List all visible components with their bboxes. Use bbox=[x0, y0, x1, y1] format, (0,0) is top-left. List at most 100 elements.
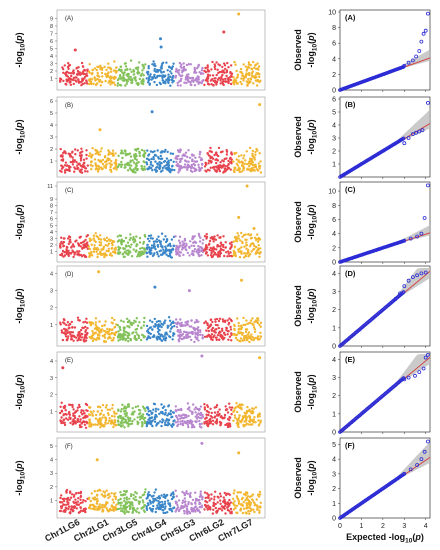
snp-point bbox=[256, 493, 260, 496]
qq-y-label-line1: Observed bbox=[293, 116, 303, 158]
snp-point bbox=[125, 496, 128, 499]
snp-point bbox=[245, 72, 248, 75]
y-tick-label: 2 bbox=[332, 393, 336, 400]
snp-point bbox=[246, 506, 249, 510]
snp-point bbox=[229, 507, 233, 511]
snp-point bbox=[62, 499, 66, 503]
snp-point bbox=[72, 159, 75, 162]
snp-point bbox=[216, 501, 219, 504]
snp-point bbox=[234, 506, 237, 510]
snp-point bbox=[200, 72, 203, 75]
snp-point bbox=[181, 248, 184, 251]
snp-point bbox=[188, 246, 191, 249]
snp-point bbox=[251, 74, 254, 77]
snp-point bbox=[221, 69, 224, 72]
snp-point bbox=[149, 73, 152, 76]
snp-point bbox=[111, 149, 115, 152]
snp-point bbox=[108, 417, 111, 420]
snp-point bbox=[146, 406, 149, 409]
snp-point bbox=[225, 326, 228, 330]
snp-point bbox=[193, 408, 196, 411]
snp-point bbox=[117, 330, 120, 333]
snp-point bbox=[69, 72, 73, 75]
snp-point bbox=[114, 164, 118, 168]
snp-point bbox=[88, 418, 91, 421]
snp-point bbox=[94, 498, 97, 501]
snp-point bbox=[107, 62, 110, 65]
snp-point bbox=[117, 420, 120, 423]
snp-point bbox=[226, 418, 230, 421]
snp-point bbox=[156, 149, 159, 152]
snp-point bbox=[117, 409, 120, 412]
snp-point bbox=[194, 510, 197, 513]
snp-point bbox=[88, 321, 91, 324]
snp-point bbox=[237, 234, 240, 237]
snp-point bbox=[60, 252, 64, 255]
snp-point bbox=[83, 420, 86, 424]
snp-point bbox=[235, 162, 238, 165]
snp-point bbox=[255, 498, 258, 501]
snp-point bbox=[175, 244, 178, 248]
snp-point bbox=[212, 336, 215, 339]
snp-point bbox=[101, 506, 104, 509]
snp-point bbox=[178, 61, 181, 65]
snp-point bbox=[219, 249, 222, 253]
snp-point bbox=[166, 499, 170, 502]
snp-point bbox=[245, 168, 249, 171]
snp-point bbox=[77, 244, 81, 247]
snp-point bbox=[70, 507, 73, 510]
snp-point bbox=[99, 68, 102, 71]
snp-point bbox=[257, 244, 260, 247]
snp-point bbox=[103, 254, 106, 257]
snp-point bbox=[195, 499, 198, 502]
snp-point bbox=[220, 166, 223, 169]
snp-point bbox=[184, 69, 187, 72]
snp-point bbox=[112, 336, 115, 340]
snp-point bbox=[248, 495, 252, 499]
snp-point bbox=[140, 165, 144, 168]
y-tick-label: 2 bbox=[50, 243, 53, 249]
snp-point bbox=[105, 404, 108, 407]
snp-point bbox=[96, 246, 99, 250]
qq-tail-point bbox=[402, 471, 407, 476]
snp-point bbox=[117, 336, 120, 339]
snp-point bbox=[251, 70, 254, 73]
snp-point bbox=[164, 408, 167, 412]
snp-point bbox=[106, 337, 110, 340]
snp-point bbox=[187, 335, 190, 338]
snp-point bbox=[91, 507, 94, 510]
snp-point bbox=[194, 420, 197, 423]
snp-point bbox=[213, 495, 216, 498]
snp-point bbox=[59, 420, 63, 423]
snp-point bbox=[190, 325, 193, 328]
snp-point bbox=[79, 494, 83, 498]
snp-point bbox=[178, 168, 181, 171]
snp-point bbox=[158, 412, 161, 416]
x-tick-label: 0 bbox=[338, 523, 342, 530]
snp-point bbox=[61, 249, 65, 253]
snp-point bbox=[167, 73, 170, 76]
snp-point bbox=[111, 250, 115, 254]
snp-point bbox=[66, 498, 69, 501]
snp-point bbox=[164, 80, 167, 84]
qq-frame bbox=[339, 351, 431, 433]
snp-point bbox=[143, 491, 147, 494]
snp-point bbox=[254, 165, 257, 169]
snp-point bbox=[239, 324, 243, 327]
snp-point bbox=[146, 247, 149, 251]
snp-point bbox=[95, 167, 98, 170]
snp-point bbox=[153, 491, 156, 494]
snp-point bbox=[177, 414, 181, 417]
snp-point bbox=[175, 67, 178, 71]
snp-point bbox=[153, 242, 156, 246]
snp-point bbox=[244, 491, 248, 494]
snp-point bbox=[174, 405, 177, 408]
snp-point bbox=[167, 77, 170, 80]
snp-point bbox=[220, 75, 223, 78]
snp-point bbox=[179, 164, 182, 168]
snp-point bbox=[132, 497, 135, 500]
snp-point bbox=[216, 414, 219, 417]
snp-point bbox=[108, 162, 111, 165]
snp-point bbox=[60, 240, 63, 244]
snp-point bbox=[138, 236, 142, 240]
